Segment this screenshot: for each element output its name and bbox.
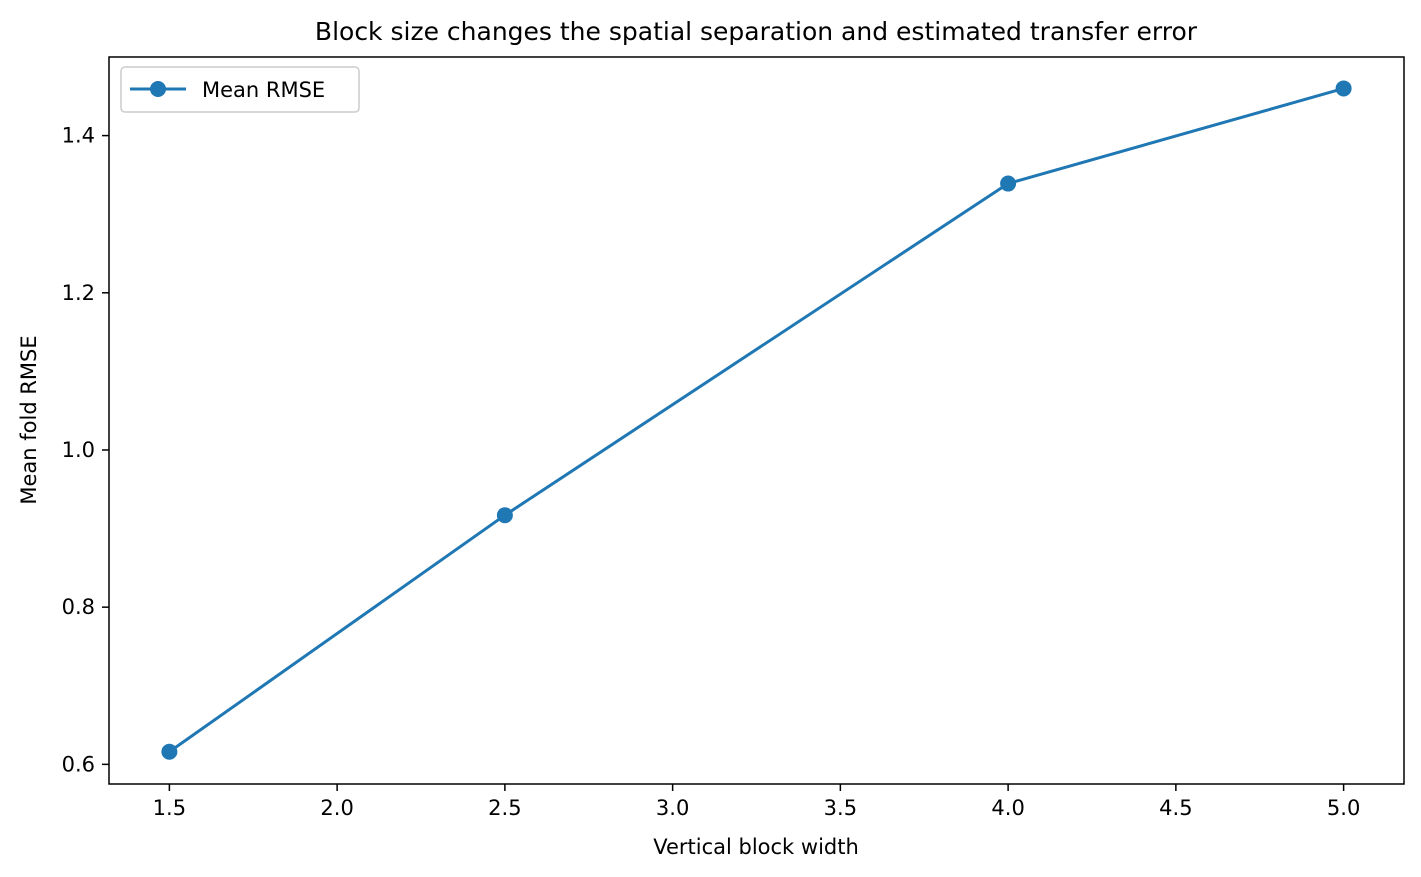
x-axis-label: Vertical block width	[653, 835, 859, 859]
x-tick-label: 3.0	[656, 796, 689, 820]
data-point	[496, 507, 513, 524]
plot-frame	[108, 56, 1405, 785]
y-axis: 0.6 0.8 1.0 1.2 1.4	[62, 124, 109, 776]
plot-area	[108, 56, 1405, 785]
x-tick-label: 3.5	[824, 796, 857, 820]
legend: Mean RMSE	[120, 66, 360, 113]
chart-title: Block size changes the spatial separatio…	[315, 17, 1198, 46]
x-tick-label: 2.0	[320, 796, 353, 820]
x-tick-label: 1.5	[153, 796, 186, 820]
y-tick-label: 1.2	[62, 281, 95, 305]
legend-label: Mean RMSE	[202, 78, 325, 102]
x-tick-label: 5.0	[1327, 796, 1360, 820]
data-point	[1335, 80, 1352, 97]
x-tick-label: 4.0	[991, 796, 1024, 820]
x-tick-label: 4.5	[1159, 796, 1192, 820]
x-tick-label: 2.5	[488, 796, 521, 820]
y-tick-label: 1.0	[62, 438, 95, 462]
legend-marker	[150, 81, 166, 97]
y-tick-label: 0.6	[62, 752, 95, 776]
data-point	[161, 743, 178, 760]
legend-box	[120, 66, 360, 113]
y-axis-label: Mean fold RMSE	[17, 335, 41, 504]
y-tick-label: 0.8	[62, 595, 95, 619]
series-line	[168, 86, 1345, 754]
series-layer	[161, 80, 1352, 760]
y-tick-label: 1.4	[62, 124, 95, 148]
data-point	[1000, 175, 1017, 192]
x-axis: 1.5 2.0 2.5 3.0 3.5 4.0 4.5 5.0	[153, 784, 1360, 820]
